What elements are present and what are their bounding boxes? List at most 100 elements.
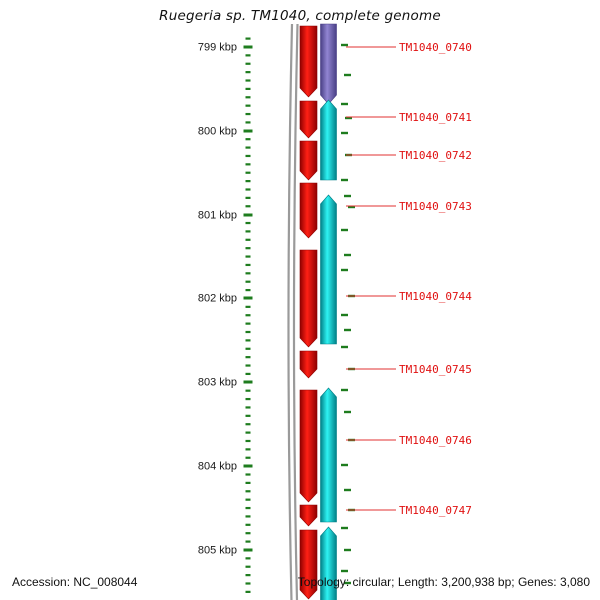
- axis-major-tick: [243, 45, 253, 49]
- axis-minor-tick: [245, 62, 251, 65]
- axis-minor-tick: [245, 448, 251, 451]
- feature-tick: [344, 253, 351, 257]
- gene-arrow-fwd-7[interactable]: [299, 504, 318, 527]
- axis-minor-tick: [245, 406, 251, 409]
- gene-arrow-fwd-8[interactable]: [299, 529, 318, 600]
- axis-minor-tick: [245, 163, 251, 166]
- axis-minor-tick: [245, 414, 251, 417]
- axis-tick-label: 801 kbp: [198, 210, 237, 222]
- axis-minor-tick: [245, 288, 251, 292]
- axis-minor-tick: [245, 431, 251, 434]
- axis-minor-tick: [245, 54, 251, 57]
- axis-minor-tick: [245, 356, 251, 359]
- feature-tick: [344, 194, 351, 198]
- gene-label[interactable]: TM1040_0744: [399, 290, 472, 303]
- feature-tick: [341, 526, 348, 530]
- axis-tick-label: 802 kbp: [198, 293, 237, 305]
- feature-tick: [341, 228, 348, 232]
- gene-label[interactable]: TM1040_0741: [399, 111, 472, 124]
- gene-label[interactable]: TM1040_0745: [399, 363, 472, 376]
- axis-minor-tick: [245, 112, 251, 116]
- axis-minor-tick: [245, 37, 251, 40]
- axis-minor-tick: [245, 498, 251, 501]
- axis-tick-label: 800 kbp: [198, 126, 237, 138]
- gene-arrow-rev-2[interactable]: [320, 387, 337, 523]
- axis-minor-tick: [245, 238, 251, 241]
- feature-tick: [341, 388, 348, 392]
- gene-label[interactable]: TM1040_0742: [399, 149, 472, 162]
- gene-arrow-fwd-3[interactable]: [299, 182, 318, 239]
- axis-major-tick: [243, 213, 253, 217]
- axis-major-tick: [243, 296, 253, 300]
- axis-minor-tick: [245, 439, 251, 443]
- feature-tick: [344, 73, 351, 77]
- gene-arrow-rev-1[interactable]: [320, 194, 337, 345]
- axis-minor-tick: [245, 188, 251, 191]
- axis-major-tick: [243, 548, 253, 552]
- axis-minor-tick: [245, 590, 251, 593]
- axis-minor-tick: [245, 87, 251, 90]
- feature-tick: [341, 131, 348, 135]
- backbone-strand-outer: [287, 23, 294, 600]
- gene-label[interactable]: TM1040_0746: [399, 434, 472, 447]
- axis-minor-tick: [245, 305, 251, 308]
- gene-arrow-special-top[interactable]: [320, 23, 337, 105]
- axis-minor-tick: [245, 397, 251, 401]
- accession-text: Accession: NC_008044: [12, 575, 138, 589]
- feature-tick: [341, 102, 348, 106]
- gene-arrow-fwd-1[interactable]: [299, 100, 318, 139]
- axis-minor-tick: [245, 205, 251, 208]
- feature-tick: [341, 569, 348, 573]
- gene-label[interactable]: TM1040_0747: [399, 504, 472, 517]
- axis-minor-tick: [245, 490, 251, 493]
- gene-label[interactable]: TM1040_0743: [399, 200, 472, 213]
- axis-minor-tick: [245, 196, 251, 199]
- feature-tick: [341, 178, 348, 182]
- feature-tick: [341, 43, 348, 47]
- axis-minor-tick: [245, 540, 251, 543]
- axis-minor-tick: [245, 330, 251, 334]
- axis-minor-tick: [245, 104, 251, 107]
- gene-arrow-fwd-0[interactable]: [299, 25, 318, 98]
- axis-minor-tick: [245, 389, 251, 392]
- gene-arrow-fwd-2[interactable]: [299, 140, 318, 181]
- gene-arrow-fwd-4[interactable]: [299, 249, 318, 348]
- axis-tick-label: 803 kbp: [198, 377, 237, 389]
- axis-minor-tick: [245, 557, 251, 560]
- gene-arrow-fwd-6[interactable]: [299, 389, 318, 503]
- axis-minor-tick: [245, 473, 251, 476]
- axis-major-tick: [243, 464, 253, 468]
- feature-tick: [348, 205, 355, 209]
- axis-tick-label: 804 kbp: [198, 461, 237, 473]
- gene-arrow-rev-0[interactable]: [320, 99, 337, 181]
- axis-major-tick: [243, 129, 253, 133]
- feature-tick: [344, 328, 351, 332]
- feature-tick: [344, 548, 351, 552]
- page-title: Ruegeria sp. TM1040, complete genome: [159, 8, 441, 24]
- gene-arrow-fwd-5[interactable]: [299, 350, 318, 379]
- axis-minor-tick: [245, 171, 251, 174]
- axis-minor-tick: [245, 456, 251, 459]
- gene-label[interactable]: TM1040_0740: [399, 41, 472, 54]
- axis-minor-tick: [245, 339, 251, 342]
- feature-tick: [341, 268, 348, 272]
- axis-minor-tick: [245, 423, 251, 426]
- topology-summary-text: Topology: circular; Length: 3,200,938 bp…: [297, 575, 590, 589]
- feature-tick: [341, 463, 348, 467]
- axis-minor-tick: [245, 364, 251, 367]
- axis-minor-tick: [245, 121, 251, 124]
- axis-tick-label: 799 kbp: [198, 42, 237, 54]
- axis-minor-tick: [245, 481, 251, 484]
- axis-minor-tick: [245, 372, 251, 376]
- axis-major-tick: [243, 380, 253, 384]
- axis-minor-tick: [245, 574, 251, 577]
- backbone-strand-inner: [292, 23, 299, 600]
- axis-minor-tick: [245, 138, 251, 141]
- axis-minor-tick: [245, 180, 251, 183]
- axis-minor-tick: [245, 230, 251, 233]
- axis-minor-tick: [245, 272, 251, 275]
- gene-arrow-rev-3[interactable]: [320, 526, 337, 600]
- axis-minor-tick: [245, 154, 251, 158]
- axis-minor-tick: [245, 322, 251, 325]
